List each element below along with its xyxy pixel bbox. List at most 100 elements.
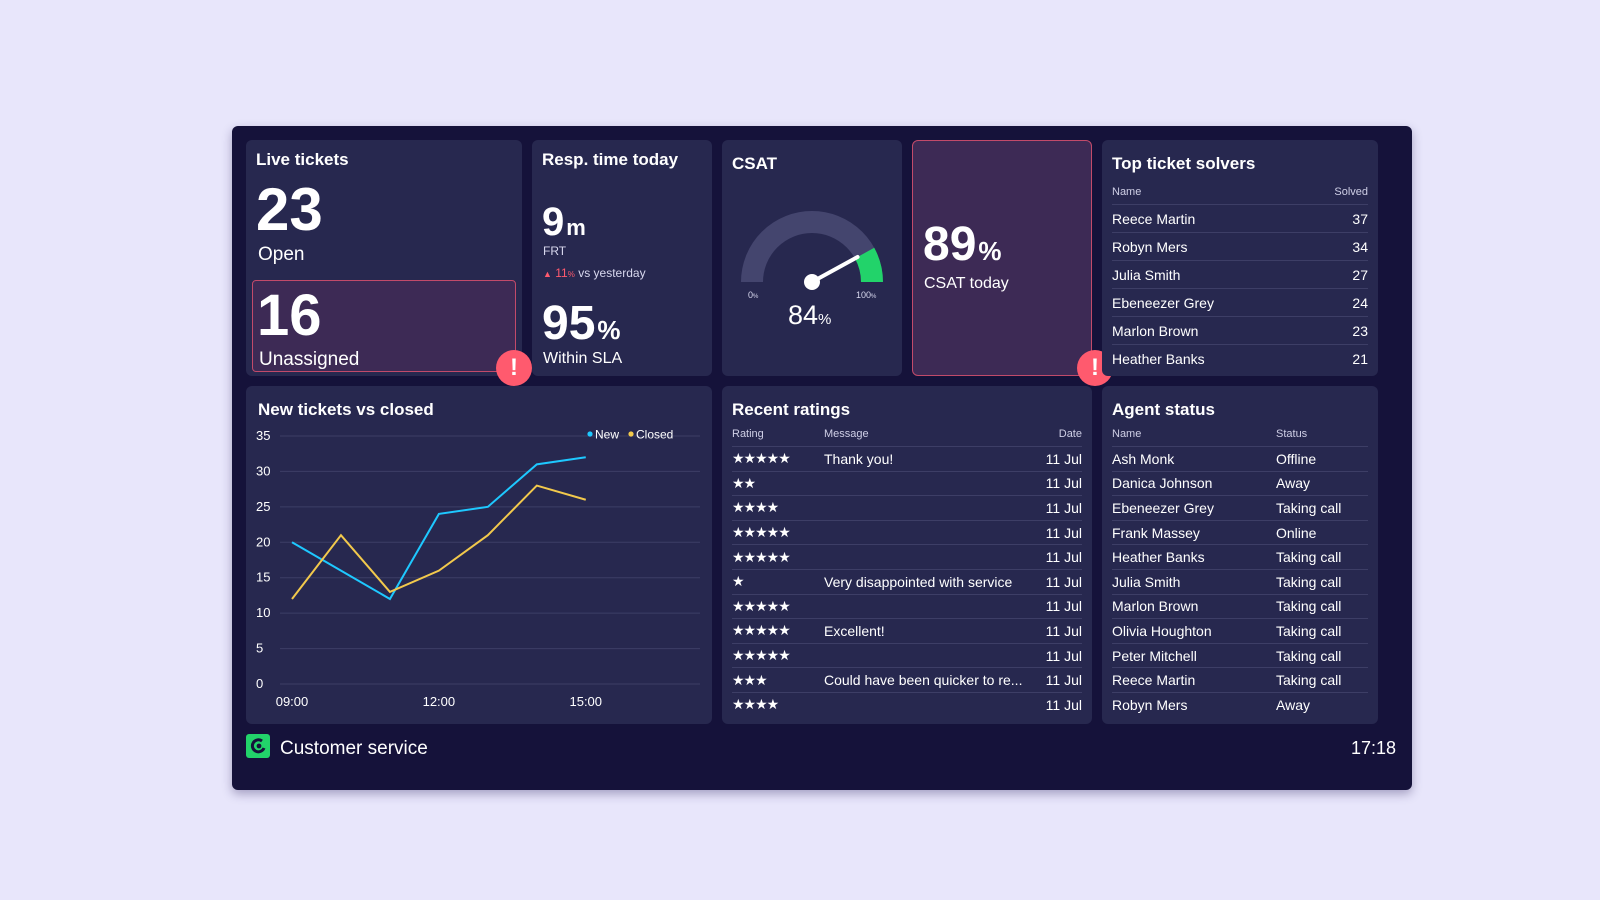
agent-name: Frank Massey xyxy=(1112,520,1276,546)
table-row[interactable]: Danica Johnson Away xyxy=(1112,471,1368,497)
table-row[interactable]: ★★★★ 11 Jul xyxy=(732,495,1082,521)
solver-count: 27 xyxy=(1304,260,1368,289)
table-row[interactable]: ★★ 11 Jul xyxy=(732,471,1082,497)
trend-up-icon: ▲ xyxy=(543,269,552,279)
table-row[interactable]: ★★★★★ 11 Jul xyxy=(732,643,1082,669)
geckoboard-logo-icon xyxy=(246,734,270,758)
y-tick-label: 10 xyxy=(256,605,270,620)
gauge-max-label: 100% xyxy=(856,290,877,300)
table-row[interactable]: ★★★★★ Thank you! 11 Jul xyxy=(732,446,1082,472)
table-row[interactable]: Julia Smith Taking call xyxy=(1112,569,1368,595)
live-tickets-panel: Live tickets 23 Open 16 Unassigned ! xyxy=(246,140,532,386)
table-row[interactable]: ★★★ Could have been quicker to re... 11 … xyxy=(732,667,1082,693)
agent-name: Reece Martin xyxy=(1112,667,1276,693)
star-rating-icon: ★★★★★ xyxy=(732,544,824,570)
table-row[interactable]: Peter Mitchell Taking call xyxy=(1112,643,1368,669)
table-row[interactable]: Marlon Brown 23 xyxy=(1112,316,1368,345)
agent-name: Ash Monk xyxy=(1112,446,1276,472)
table-row[interactable]: ★★★★★ 11 Jul xyxy=(732,520,1082,546)
table-row[interactable]: Heather Banks Taking call xyxy=(1112,544,1368,570)
col-name-header: Name xyxy=(1112,428,1276,447)
gauge-value: 84% xyxy=(788,300,832,330)
table-row[interactable]: Robyn Mers 34 xyxy=(1112,232,1368,261)
y-tick-label: 30 xyxy=(256,463,270,478)
rating-message xyxy=(824,495,1032,521)
rating-message xyxy=(824,643,1032,669)
table-row[interactable]: Ebeneezer Grey 24 xyxy=(1112,288,1368,317)
solver-name: Ebeneezer Grey xyxy=(1112,288,1305,317)
agent-name: Robyn Mers xyxy=(1112,696,1188,713)
table-row[interactable]: Olivia Houghton Taking call xyxy=(1112,618,1368,644)
top-solvers-panel: Top ticket solvers Name Solved Reece Mar… xyxy=(1102,140,1378,376)
col-status-header: Status xyxy=(1276,428,1368,447)
rating-message xyxy=(824,594,1032,620)
line-chart: 0 5 10 15 20 25 30 35 09:00 12:00 15:00 New Closed xyxy=(256,428,700,709)
top-solvers-table: Name Solved Reece Martin 37 Robyn Mers 34… xyxy=(1112,186,1368,373)
dashboard-title: Customer service xyxy=(280,738,428,759)
csat-gauge xyxy=(741,211,883,290)
table-row[interactable]: Reece Martin Taking call xyxy=(1112,667,1368,693)
table-row[interactable]: ★★★★★ Excellent! 11 Jul xyxy=(732,618,1082,644)
solver-count: 34 xyxy=(1304,232,1368,261)
frt-label: FRT xyxy=(543,244,567,258)
table-row[interactable]: Marlon Brown Taking call xyxy=(1112,594,1368,620)
star-rating-icon: ★★ xyxy=(732,471,824,497)
clock: 17:18 xyxy=(1350,738,1396,758)
rating-message xyxy=(824,692,1032,717)
rating-date: 11 Jul xyxy=(1032,471,1082,497)
y-tick-label: 0 xyxy=(256,676,263,691)
solver-count: 21 xyxy=(1352,350,1368,367)
resp-time-panel: Resp. time today 9m FRT ▲ 11% vs yesterd… xyxy=(532,140,712,376)
table-row[interactable]: Robyn Mers Away xyxy=(1112,692,1368,717)
unassigned-alert-box[interactable]: 16 Unassigned xyxy=(252,280,516,372)
table-row[interactable]: Reece Martin 37 xyxy=(1112,204,1368,233)
legend-marker xyxy=(628,431,634,437)
star-rating-icon: ★★★★★ xyxy=(732,446,824,472)
agent-status: Taking call xyxy=(1276,594,1368,620)
y-tick-label: 5 xyxy=(256,641,263,656)
agent-status-panel: Agent status Name Status Ash Monk Offlin… xyxy=(1102,386,1378,724)
gauge-hub xyxy=(804,274,820,290)
table-row[interactable]: ★★★★ 11 Jul xyxy=(732,692,1082,717)
agent-name: Olivia Houghton xyxy=(1112,618,1276,644)
top-solvers-title: Top ticket solvers xyxy=(1112,154,1256,173)
solver-name: Marlon Brown xyxy=(1112,316,1305,345)
star-rating-icon: ★ xyxy=(732,569,824,595)
agent-name: Peter Mitchell xyxy=(1112,643,1276,669)
rating-date: 11 Jul xyxy=(1032,446,1082,472)
table-row[interactable]: ★★★★★ 11 Jul xyxy=(732,594,1082,620)
table-row[interactable]: Heather Banks 21 xyxy=(1112,345,1368,373)
table-row[interactable]: ★ Very disappointed with service 11 Jul xyxy=(732,569,1082,595)
table-row[interactable]: Frank Massey Online xyxy=(1112,520,1368,546)
csat-today-label: CSAT today xyxy=(924,275,1009,292)
solver-name: Reece Martin xyxy=(1112,204,1305,233)
alert-icon[interactable]: ! xyxy=(496,350,532,386)
rating-message xyxy=(824,520,1032,546)
agent-status: Away xyxy=(1276,471,1368,497)
rating-message: Thank you! xyxy=(824,446,1032,472)
agent-status: Taking call xyxy=(1276,643,1368,669)
ratings-title: Recent ratings xyxy=(732,400,851,419)
table-row[interactable]: Ebeneezer Grey Taking call xyxy=(1112,495,1368,521)
table-row[interactable]: Ash Monk Offline xyxy=(1112,446,1368,472)
unassigned-label: Unassigned xyxy=(259,349,360,370)
agent-name: Heather Banks xyxy=(1112,544,1276,570)
rating-date: 11 Jul xyxy=(1032,520,1082,546)
table-row[interactable]: Julia Smith 27 xyxy=(1112,260,1368,289)
agent-name: Marlon Brown xyxy=(1112,594,1276,620)
csat-today-panel[interactable]: 89% CSAT today xyxy=(912,140,1092,376)
y-tick-label: 20 xyxy=(256,534,270,549)
rating-date: 11 Jul xyxy=(1032,544,1082,570)
gauge-min-label: 0% xyxy=(748,290,759,300)
x-tick-label: 12:00 xyxy=(423,694,456,709)
ratings-panel: Recent ratings Rating Message Date ★★★★★… xyxy=(722,386,1092,724)
table-row[interactable]: ★★★★★ 11 Jul xyxy=(732,544,1082,570)
col-name-header: Name xyxy=(1112,186,1305,205)
agent-status-title: Agent status xyxy=(1112,400,1215,419)
open-count: 23 xyxy=(256,176,323,243)
star-rating-icon: ★★★★★ xyxy=(732,643,824,669)
agent-name: Danica Johnson xyxy=(1112,471,1276,497)
gauge-needle xyxy=(810,254,860,284)
rating-date: 11 Jul xyxy=(1032,569,1082,595)
rating-date: 11 Jul xyxy=(1045,696,1082,713)
